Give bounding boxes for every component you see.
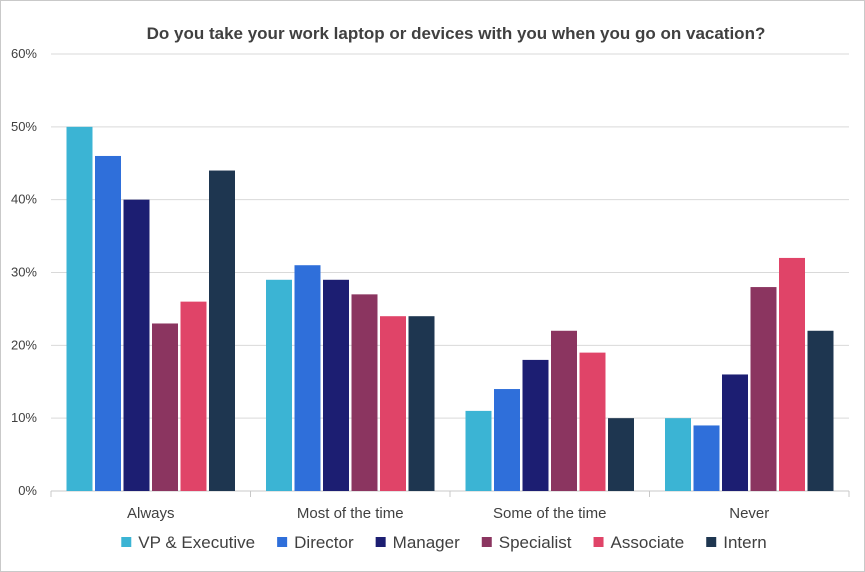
bar	[152, 323, 178, 491]
legend-swatch	[277, 537, 288, 547]
bar	[779, 257, 805, 491]
x-tick-label: Some of the time	[493, 505, 606, 522]
legend-item: Associate	[593, 533, 685, 552]
bar	[323, 279, 349, 491]
x-tick-label: Most of the time	[297, 505, 404, 522]
legend-swatch	[375, 537, 386, 547]
legend-label: VP & Executive	[138, 533, 255, 552]
legend: VP & Executive Director Manager Specialist A…	[121, 533, 767, 552]
legend-item: Manager	[375, 533, 460, 552]
bar	[209, 170, 235, 492]
y-tick-label: 60%	[11, 46, 37, 61]
bar	[494, 389, 520, 491]
legend-item: Specialist	[481, 533, 572, 552]
y-tick-label: 10%	[11, 410, 37, 425]
bar	[608, 418, 634, 491]
x-tick-label: Never	[729, 505, 769, 522]
bar	[266, 279, 292, 491]
legend-swatch	[593, 537, 604, 547]
bar	[380, 316, 406, 491]
x-tick-label: Always	[127, 505, 175, 522]
bar	[95, 155, 121, 491]
legend-item: Intern	[706, 533, 767, 552]
chart-title: Do you take your work laptop or devices …	[147, 24, 766, 43]
legend-label: Intern	[723, 533, 766, 552]
bar	[722, 374, 748, 491]
legend-item: VP & Executive	[121, 533, 255, 552]
x-axis: Always Most of the time Some of the time Ne…	[50, 491, 850, 522]
bar	[579, 352, 606, 491]
legend-swatch	[481, 537, 492, 547]
bar	[123, 199, 150, 491]
legend-label: Manager	[393, 533, 460, 552]
y-tick-label: 0%	[18, 483, 37, 498]
bar	[180, 301, 207, 491]
bar	[693, 425, 720, 491]
bar	[294, 265, 321, 491]
y-tick-label: 40%	[11, 192, 37, 207]
bar	[750, 287, 777, 491]
bar	[807, 330, 834, 491]
bar	[66, 126, 93, 491]
legend-label: Associate	[611, 533, 685, 552]
legend-label: Specialist	[499, 533, 572, 552]
bar	[551, 330, 577, 491]
legend-swatch	[706, 537, 717, 547]
bar	[408, 316, 435, 491]
bar	[465, 410, 492, 491]
y-tick-label: 20%	[11, 337, 37, 352]
legend-swatch	[121, 537, 132, 547]
y-tick-label: 50%	[11, 119, 37, 134]
legend-item: Director	[277, 533, 354, 552]
bar	[522, 359, 549, 491]
bars	[66, 126, 834, 492]
bar	[665, 418, 691, 491]
y-axis-ticks: 0% 10% 20% 30% 40% 50% 60%	[11, 46, 37, 498]
bar	[351, 294, 378, 491]
y-tick-label: 30%	[11, 265, 37, 280]
legend-label: Director	[294, 533, 354, 552]
